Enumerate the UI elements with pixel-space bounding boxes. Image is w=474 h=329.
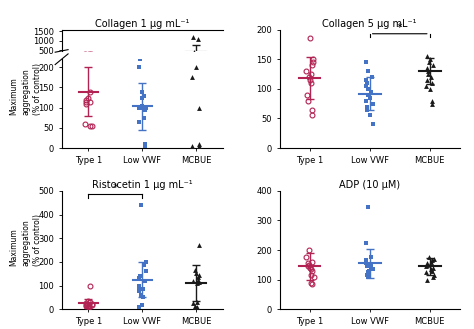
Text: Maximum
aggregation
(% of control): Maximum aggregation (% of control) [9, 214, 42, 266]
Title: Collagen 1 μg mL⁻¹: Collagen 1 μg mL⁻¹ [95, 19, 190, 29]
Title: ADP (10 μM): ADP (10 μM) [339, 180, 400, 190]
Text: *: * [112, 183, 118, 193]
Text: *: * [397, 23, 402, 33]
Title: Collagen 5 μg mL⁻¹: Collagen 5 μg mL⁻¹ [322, 19, 417, 29]
Text: Maximum
aggregation
(% of control): Maximum aggregation (% of control) [9, 63, 42, 115]
Title: Ristocetin 1 μg mL⁻¹: Ristocetin 1 μg mL⁻¹ [92, 180, 192, 190]
